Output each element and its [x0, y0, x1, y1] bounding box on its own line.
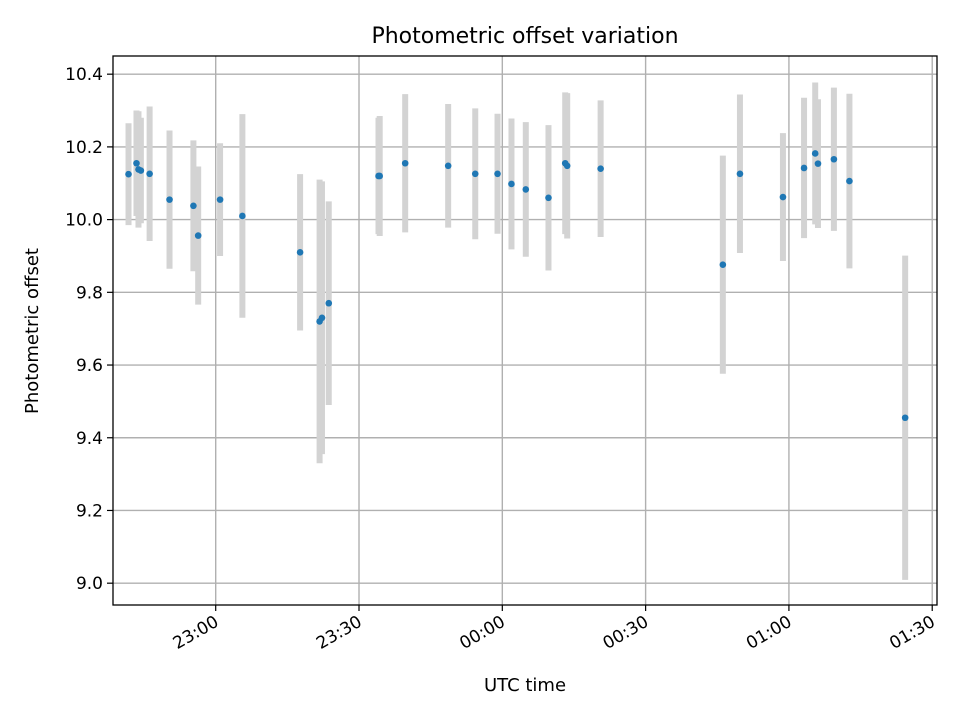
data-point	[166, 196, 173, 203]
grid-lines	[113, 56, 937, 605]
y-axis-label: Photometric offset	[22, 248, 43, 414]
data-point	[494, 170, 501, 178]
data-point	[194, 232, 202, 239]
data-point	[239, 212, 246, 220]
data-point	[296, 249, 304, 256]
data-point	[719, 261, 727, 268]
x-axis-label: UTC time	[484, 675, 566, 696]
data-point	[522, 186, 530, 193]
y-tick-label: 9.0	[76, 574, 103, 594]
data-point	[811, 150, 819, 157]
y-tick-label: 10.4	[65, 65, 103, 85]
data-point	[800, 164, 808, 172]
data-point	[325, 299, 333, 307]
data-point	[736, 170, 744, 178]
y-tick-label: 9.6	[76, 356, 103, 376]
data-point	[376, 172, 384, 180]
data-point	[137, 167, 145, 174]
chart-title: Photometric offset variation	[371, 24, 678, 49]
y-tick-label: 9.2	[76, 501, 103, 521]
data-point	[471, 170, 479, 178]
plot-area-frame	[112, 55, 938, 606]
data-point	[190, 202, 197, 210]
data-point	[901, 414, 909, 422]
data-point	[146, 170, 153, 178]
data-point	[779, 193, 787, 201]
data-point	[318, 314, 326, 322]
y-tick-label: 9.4	[76, 429, 103, 449]
data-point	[133, 159, 140, 167]
y-tick-label: 9.8	[76, 283, 103, 303]
data-point	[597, 165, 604, 173]
y-tick-label: 10.0	[65, 211, 103, 231]
data-point	[444, 162, 452, 170]
data-point	[508, 180, 515, 188]
data-point	[216, 196, 224, 203]
data-point	[125, 170, 132, 178]
data-point	[401, 159, 409, 167]
data-point	[563, 162, 571, 170]
data-point	[830, 155, 838, 163]
data-point	[545, 194, 552, 202]
data-points	[125, 150, 909, 422]
y-tick-label: 10.2	[65, 138, 103, 158]
data-point	[814, 160, 822, 167]
data-point	[846, 177, 853, 185]
